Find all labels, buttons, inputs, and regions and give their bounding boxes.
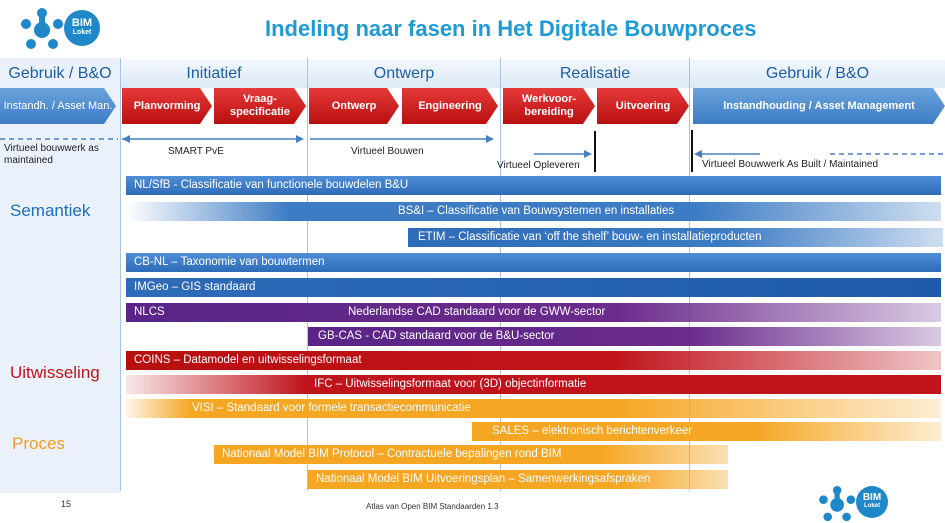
- phase-header-realisatie: Realisatie: [501, 60, 689, 88]
- milestone-virtueel-opleveren: Virtueel Opleveren: [497, 160, 580, 171]
- phase-divider: [120, 58, 121, 491]
- standard-bar-sales: SALES – elektronisch berichtenverkeer: [472, 422, 941, 441]
- standard-bar-bsi: BS&I – Classificatie van Bouwsystemen en…: [126, 202, 941, 221]
- logo-text-bottom: Loket: [863, 503, 880, 509]
- category-uitwisseling: Uitwisseling: [10, 363, 100, 382]
- standard-bar-nlsfb: NL/SfB - Classificatie van functionele b…: [126, 176, 941, 195]
- phase-header-ontwerp: Ontwerp: [308, 60, 500, 88]
- milestone-as-maintained: Virtueel bouwwerk as maintained: [4, 143, 99, 166]
- category-proces: Proces: [12, 434, 65, 453]
- logo-text-top: BIM: [862, 492, 882, 503]
- star-icon: [819, 486, 856, 522]
- standard-bar-ifc: IFC – Uitwisselingsformaat voor (3D) obj…: [126, 375, 941, 394]
- milestone-as-built: Virtueel Bouwwerk As Built / Maintained: [702, 159, 879, 170]
- left-phase-column: [0, 58, 120, 493]
- milestone-smart-pve: SMART PvE: [168, 146, 224, 157]
- step-werkvoorbereiding: Werkvoor- bereiding: [503, 88, 595, 124]
- phase-divider: [689, 58, 690, 491]
- standard-bar-nmbu: Nationaal Model BIM Uitvoeringsplan – Sa…: [308, 470, 728, 489]
- step-vraagspecificatie: Vraag- specificatie: [214, 88, 306, 124]
- logo-text-top: BIM: [71, 17, 93, 29]
- standard-bar-cbnl: CB-NL – Taxonomie van bouwtermen: [126, 253, 941, 272]
- nlcs-long-label: Nederlandse CAD standaard voor de GWW-se…: [348, 306, 606, 318]
- phase-header-initiatief: Initiatief: [121, 60, 307, 88]
- standard-bar-coins: COINS – Datamodel en uitwisselingsformaa…: [126, 351, 941, 370]
- standard-bar-nlcs: NLCS Nederlandse CAD standaard voor de G…: [126, 303, 941, 322]
- phase-header-gebruik-right: Gebruik / B&O: [690, 60, 945, 88]
- bim-loket-logo-bottom: BIM Loket: [818, 484, 898, 522]
- footer-caption: Atlas van Open BIM Standaarden 1.3: [366, 502, 499, 511]
- step-instandhouding-right: Instandhouding / Asset Management: [693, 88, 945, 124]
- standard-bar-etim: ETIM – Classificatie van ‘off the shelf’…: [408, 228, 943, 247]
- phase-header-gebruik-left: Gebruik / B&O: [8, 65, 112, 82]
- page-title: Indeling naar fasen in Het Digitale Bouw…: [265, 16, 757, 41]
- standard-bar-gbcas: GB-CAS - CAD standaard voor de B&U-secto…: [308, 327, 941, 346]
- step-ontwerp: Ontwerp: [309, 88, 399, 124]
- star-icon: [21, 8, 63, 49]
- nlcs-short-label: NLCS: [134, 306, 165, 318]
- standard-bar-imgeo: IMGeo – GIS standaard: [126, 278, 941, 297]
- logo-text-bottom: Loket: [72, 29, 92, 36]
- bim-badge: BIM Loket: [856, 486, 888, 518]
- milestone-virtueel-bouwen: Virtueel Bouwen: [351, 146, 424, 157]
- page-number: 15: [61, 499, 72, 509]
- bim-badge: BIM Loket: [64, 10, 100, 46]
- phase-divider: [500, 58, 501, 491]
- step-uitvoering: Uitvoering: [597, 88, 689, 124]
- standard-bar-nmbp: Nationaal Model BIM Protocol – Contractu…: [214, 445, 728, 464]
- standard-bar-visi: VISI – Standaard voor formele transactie…: [126, 399, 941, 418]
- phase-divider: [307, 58, 308, 491]
- step-planvorming: Planvorming: [122, 88, 212, 124]
- category-semantiek: Semantiek: [10, 201, 91, 220]
- step-instandhouding-left: Instandh. / Asset Man.: [0, 88, 116, 124]
- step-engineering: Engineering: [402, 88, 498, 124]
- bim-loket-logo-top: BIM Loket: [20, 8, 110, 50]
- milestone-arrows: [0, 130, 945, 172]
